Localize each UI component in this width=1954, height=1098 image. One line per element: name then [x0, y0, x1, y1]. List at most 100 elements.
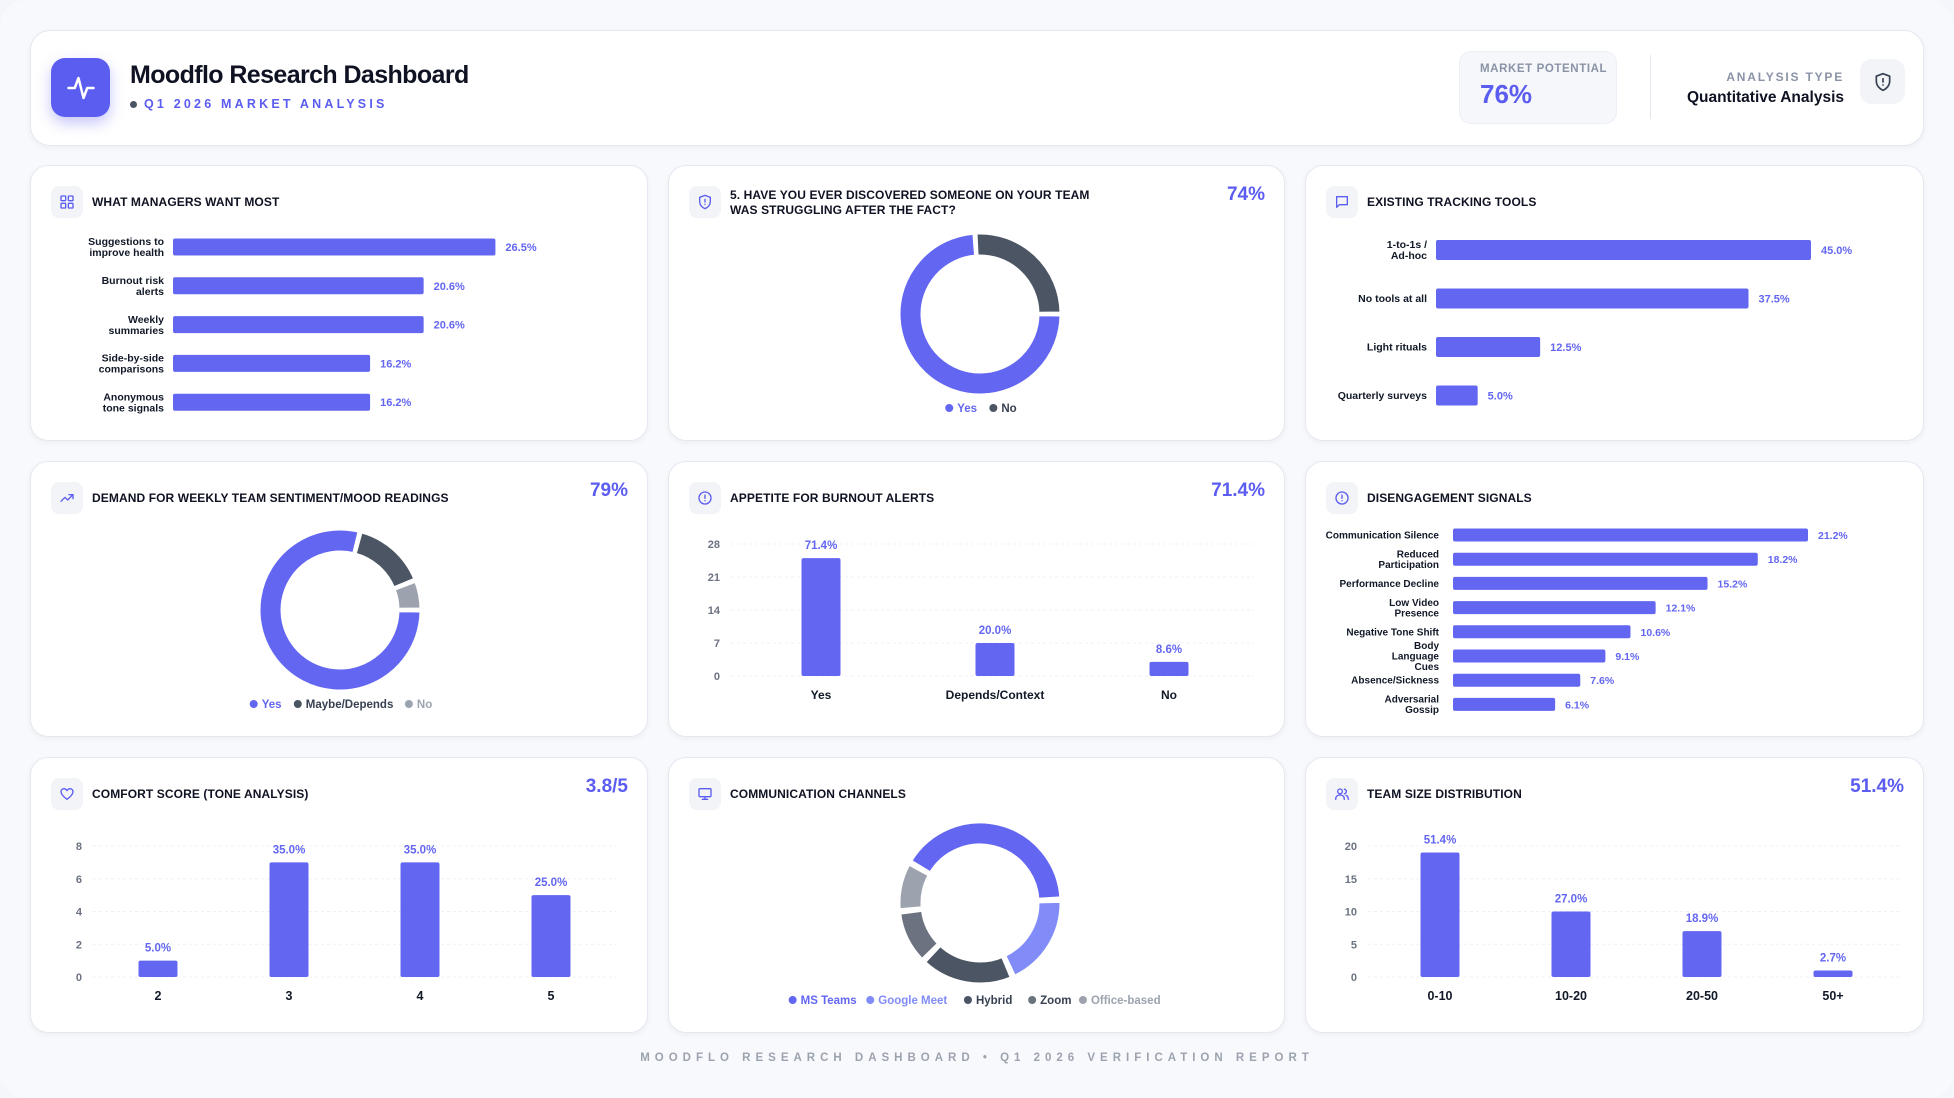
bar[interactable] — [531, 895, 571, 977]
bar[interactable] — [1436, 337, 1541, 357]
bar-value-label: 10.6% — [1641, 627, 1671, 639]
chart-burnout: 0 7 14 21 28 71.4% Yes 20.0% Depends/Context 8.6%… — [708, 539, 1254, 702]
pie-slice[interactable] — [1003, 899, 1063, 978]
bar[interactable] — [1813, 970, 1853, 977]
bar[interactable] — [1453, 673, 1581, 687]
y-tick-label: 28 — [708, 539, 720, 551]
bar[interactable] — [1551, 911, 1591, 978]
category-label: Negative Tone Shift — [1346, 627, 1439, 638]
category-label: Light rituals — [1367, 342, 1427, 354]
card-team-size: TEAM SIZE DISTRIBUTION 51.4% 0 5 10 15 20 51.… — [1305, 757, 1924, 1033]
card-burnout-alerts: APPETITE FOR BURNOUT ALERTS 71.4% 0 7 14 21… — [668, 461, 1285, 737]
bar[interactable] — [173, 238, 496, 256]
bar[interactable] — [138, 960, 178, 977]
bar-value-label: 45.0% — [1821, 245, 1852, 257]
page-title: Moodflo Research Dashboard — [130, 61, 469, 89]
market-potential-value: 76% — [1480, 79, 1533, 109]
footer-text: MOODFLO RESEARCH DASHBOARD • Q1 2026 VER… — [640, 1052, 1314, 1064]
bar[interactable] — [1436, 288, 1749, 309]
bar[interactable] — [1436, 385, 1478, 406]
y-tick-label: 4 — [76, 907, 83, 919]
activity-pulse-icon[interactable] — [51, 58, 110, 117]
bar-value-label: 35.0% — [273, 844, 306, 856]
bar-value-label: 12.1% — [1666, 603, 1696, 615]
message-icon — [1326, 186, 1358, 218]
pie-slice[interactable] — [898, 908, 941, 962]
bar-value-label: 18.2% — [1768, 554, 1798, 566]
x-category-label: 10-20 — [1555, 989, 1587, 1003]
page-subtitle: Q1 2026 MARKET ANALYSIS — [130, 97, 388, 111]
card-title: APPETITE FOR BURNOUT ALERTS — [730, 491, 935, 505]
x-category-label: 0-10 — [1427, 989, 1452, 1003]
bar[interactable] — [1453, 697, 1556, 711]
category-label: summaries — [109, 325, 165, 337]
card-title: DEMAND FOR WEEKLY TEAM SENTIMENT/MOOD RE… — [92, 491, 449, 505]
y-tick-label: 10 — [1345, 907, 1357, 919]
pie-slice[interactable] — [923, 943, 1013, 986]
pie-slice[interactable] — [257, 527, 423, 693]
bar[interactable] — [400, 862, 440, 977]
market-potential-box: MARKET POTENTIAL 76% — [1459, 51, 1617, 124]
legend-label: No — [1001, 403, 1016, 415]
analysis-type-label: ANALYSIS TYPE — [1726, 70, 1844, 84]
category-label: Performance Decline — [1340, 579, 1440, 590]
bar-value-label: 37.5% — [1759, 294, 1790, 306]
card-communication-channels: COMMUNICATION CHANNELS MS Teams Google Me… — [668, 757, 1285, 1033]
legend-swatch — [1078, 996, 1087, 1004]
category-label: tone signals — [103, 402, 164, 414]
category-label: Adversarial — [1385, 695, 1440, 706]
users-icon — [1326, 778, 1358, 810]
pie-slice[interactable] — [974, 231, 1063, 315]
pie-slice[interactable] — [897, 231, 1063, 397]
bar[interactable] — [1453, 552, 1758, 566]
bar[interactable] — [173, 354, 371, 372]
card-struggling-after-fact: 5. HAVE YOU EVER DISCOVERED SOMEONE ON Y… — [668, 165, 1285, 441]
pie-slice[interactable] — [392, 579, 423, 611]
bar[interactable] — [173, 277, 424, 295]
bar[interactable] — [1420, 852, 1460, 977]
category-label: comparisons — [99, 364, 165, 376]
bar-value-label: 20.6% — [434, 320, 465, 332]
legend-swatch — [945, 404, 954, 412]
category-label: Quarterly surveys — [1338, 390, 1427, 402]
pie-slice[interactable] — [897, 862, 931, 912]
card-stat: 74% — [1226, 184, 1265, 205]
bar[interactable] — [975, 643, 1015, 676]
chart-disengagement: 21.2% Communication Silence 18.2% ReducedPa… — [1306, 515, 1848, 729]
bar[interactable] — [1453, 528, 1808, 542]
y-tick-label: 0 — [1351, 972, 1357, 984]
bar[interactable] — [801, 558, 841, 676]
bar[interactable] — [1453, 649, 1606, 663]
category-label: Reduced — [1397, 549, 1439, 560]
y-tick-label: 0 — [714, 671, 720, 683]
bar[interactable] — [1453, 625, 1631, 639]
bar[interactable] — [1436, 240, 1811, 260]
category-label: Absence/Sickness — [1351, 676, 1439, 687]
alert-circle-icon — [689, 482, 721, 514]
pie-slice[interactable] — [909, 820, 1063, 901]
x-category-label: 3 — [286, 989, 293, 1003]
bar[interactable] — [173, 316, 424, 334]
bar[interactable] — [173, 393, 371, 411]
bar-value-label: 6.1% — [1565, 699, 1590, 711]
pie-slice[interactable] — [353, 530, 417, 590]
bar[interactable] — [1453, 601, 1656, 615]
bar[interactable] — [1149, 661, 1189, 676]
bar[interactable] — [1682, 931, 1722, 977]
heart-icon — [51, 778, 83, 810]
bar-value-label: 5.0% — [1488, 391, 1513, 403]
analysis-type-value: Quantitative Analysis — [1686, 89, 1844, 106]
shield-button[interactable] — [1860, 59, 1905, 104]
bar[interactable] — [269, 862, 309, 977]
y-tick-label: 5 — [1351, 939, 1357, 951]
bar[interactable] — [1453, 576, 1708, 590]
x-category-label: 5 — [548, 989, 555, 1003]
bar-value-label: 16.2% — [380, 358, 411, 370]
shield-icon — [689, 186, 721, 218]
trending-up-icon — [51, 482, 83, 514]
chart-channels: MS Teams Google Meet Hybrid Zoom Office-base… — [788, 820, 1161, 1007]
x-category-label: 20-50 — [1686, 989, 1718, 1003]
category-label: Low Video — [1389, 598, 1439, 609]
card-disengagement-signals: DISENGAGEMENT SIGNALS 21.2% Communication… — [1305, 461, 1924, 737]
